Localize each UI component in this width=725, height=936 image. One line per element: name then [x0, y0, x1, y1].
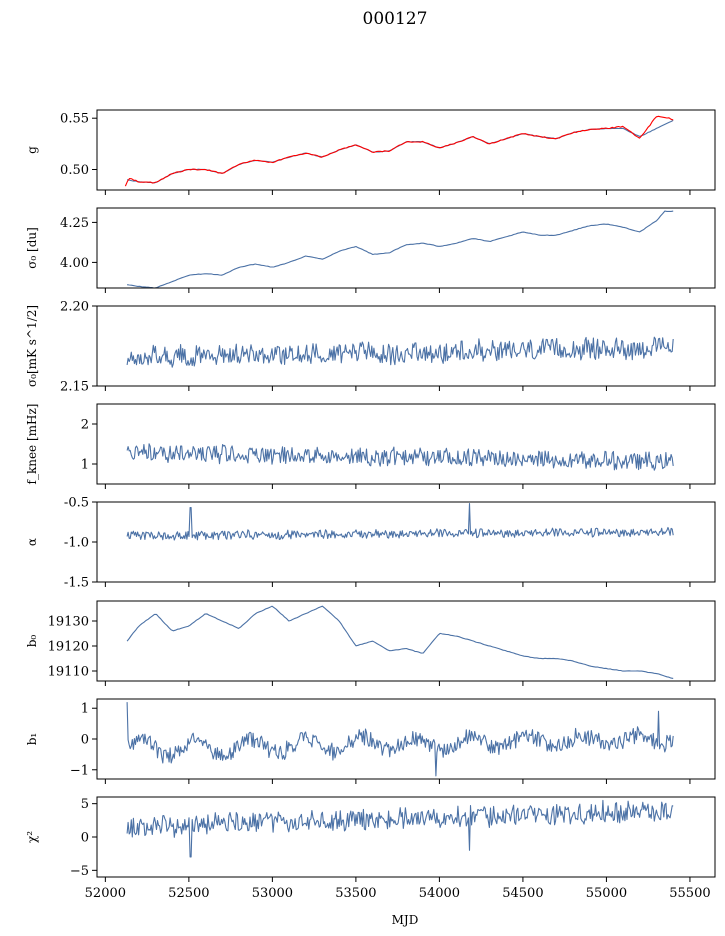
y-axis-label: σ₀[mK s^1/2] [25, 305, 39, 387]
series-line [127, 210, 674, 288]
y-tick-label: 0 [81, 733, 89, 748]
y-tick-label: 4.00 [60, 256, 89, 271]
panel-sigma0: 4.00 4.25 σ₀ [du] [25, 207, 716, 293]
panel-b0: 19110 19120 19130 b₀ [25, 600, 716, 686]
y-axis-label: b₀ [25, 635, 39, 648]
y-axis-label: α [25, 538, 39, 546]
y-tick-label: -1.0 [64, 536, 89, 551]
axes-frame [96, 207, 716, 289]
panels: 0.50 0.55 g 4.00 4.25 σ₀ [du] 2.15 2.20 σ₀[mK s^… [25, 109, 716, 901]
y-tick-label: 0.50 [60, 163, 89, 178]
panel-b1: −1 0 1 b₁ [25, 698, 716, 784]
panel-chi2: −5 0 5 χ² [25, 796, 716, 882]
y-tick-label: 0.55 [60, 112, 89, 127]
series-line [126, 336, 674, 368]
y-axis-label: b₁ [25, 733, 39, 746]
panel-sigma0_units: 2.15 2.20 σ₀[mK s^1/2] [25, 300, 716, 395]
y-tick-label: −1 [70, 763, 89, 778]
y-tick-label: 2.20 [60, 300, 89, 315]
axes-frame [96, 600, 716, 682]
y-tick-label: 19110 [48, 665, 89, 680]
chart-title: 000127 [363, 9, 428, 29]
y-axis-label: σ₀ [du] [25, 227, 39, 269]
series-line [126, 443, 674, 471]
series-line [126, 799, 674, 858]
series-line [126, 702, 674, 777]
series-line [126, 119, 674, 184]
y-tick-label: -0.5 [64, 496, 89, 511]
y-tick-label: 4.25 [60, 216, 89, 231]
x-tick-label: 52000 [85, 886, 126, 901]
x-tick-label: 55500 [669, 886, 710, 901]
y-tick-label: 1 [81, 458, 89, 473]
y-axis-label: χ² [25, 831, 39, 843]
x-tick-label: 55000 [586, 886, 627, 901]
y-tick-label: 1 [81, 702, 89, 717]
x-tick-label: 52500 [168, 886, 209, 901]
y-axis-label: f_knee [mHz] [25, 404, 39, 485]
axes-frame [96, 403, 716, 485]
series-line [124, 115, 674, 187]
series-line [126, 503, 674, 541]
y-tick-label: 2.15 [60, 380, 89, 395]
x-tick-label: 53000 [252, 886, 293, 901]
axes-frame [96, 109, 716, 191]
panel-g: 0.50 0.55 g [25, 109, 716, 195]
series-line [126, 605, 674, 679]
axes-frame [96, 305, 716, 387]
y-tick-label: -1.5 [64, 576, 89, 591]
x-tick-label: 53500 [335, 886, 376, 901]
panel-fknee: 1 2 f_knee [mHz] [25, 403, 716, 489]
x-tick-label: 54000 [419, 886, 460, 901]
panel-alpha: -1.5 -1.0 -0.5 α [25, 496, 716, 591]
y-tick-label: 2 [81, 418, 89, 433]
y-tick-label: 19120 [48, 640, 89, 655]
y-axis-label: g [25, 146, 39, 154]
y-tick-label: −5 [70, 864, 89, 879]
y-tick-label: 19130 [48, 615, 89, 630]
x-axis-label: MJD [392, 913, 419, 927]
y-tick-label: 0 [81, 831, 89, 846]
x-tick-label: 54500 [502, 886, 543, 901]
y-tick-label: 5 [81, 797, 89, 812]
